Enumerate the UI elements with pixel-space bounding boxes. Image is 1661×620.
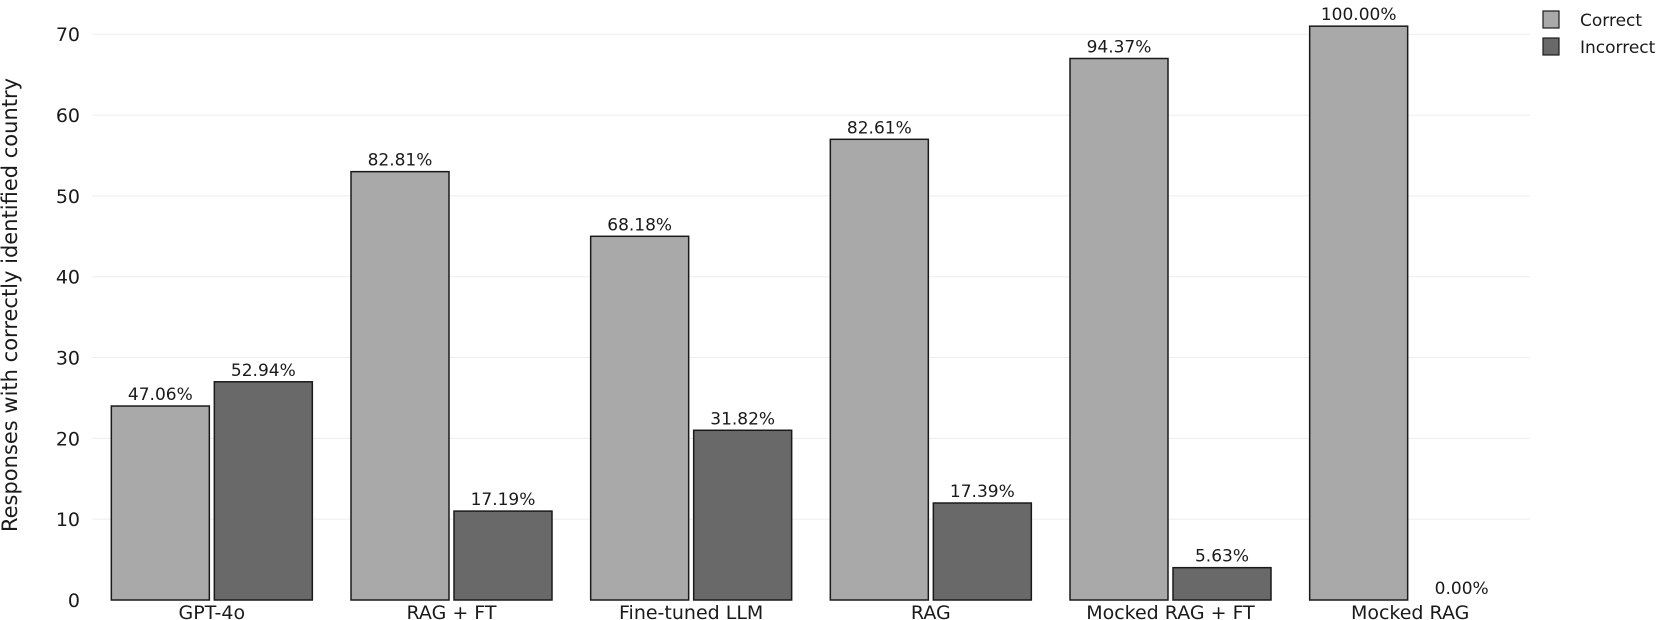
data-label-incorrect-3: 17.39% <box>950 482 1015 502</box>
bar-correct-4 <box>1069 57 1169 601</box>
bar-correct-2 <box>589 235 690 601</box>
x-tick-label-1: RAG + FT <box>406 602 496 620</box>
data-label-incorrect-5: 0.00% <box>1435 579 1489 599</box>
x-tick-label-5: Mocked RAG <box>1351 602 1469 620</box>
y-tick-label-0: 0 <box>68 590 80 612</box>
y-tick-label-70: 70 <box>56 24 80 46</box>
data-label-correct-4: 94.37% <box>1087 37 1152 57</box>
y-tick-label-50: 50 <box>56 186 80 208</box>
bar-incorrect-0 <box>213 381 314 601</box>
grid-layer <box>92 33 1530 520</box>
data-label-correct-5: 100.00% <box>1321 5 1397 25</box>
x-tick-label-4: Mocked RAG + FT <box>1086 602 1255 620</box>
y-tick-label-40: 40 <box>56 267 80 289</box>
data-label-incorrect-0: 52.94% <box>231 361 296 381</box>
y-tick-label-60: 60 <box>56 105 80 127</box>
data-label-incorrect-4: 5.63% <box>1195 547 1249 567</box>
data-label-incorrect-2: 31.82% <box>710 409 775 429</box>
legend[interactable]: Correct Incorrect <box>1542 10 1656 58</box>
bar-incorrect-3 <box>932 502 1033 601</box>
bar-incorrect-1 <box>453 510 553 601</box>
bars-layer <box>110 25 1409 601</box>
data-label-correct-1: 82.81% <box>368 151 433 171</box>
x-tick-label-0: GPT-4o <box>179 602 246 620</box>
y-tick-label-20: 20 <box>56 428 80 450</box>
legend-swatch-correct[interactable] <box>1542 10 1560 29</box>
bar-incorrect-2 <box>692 429 793 601</box>
data-label-correct-0: 47.06% <box>128 385 193 405</box>
y-tick-label-30: 30 <box>56 348 80 370</box>
bar-correct-0 <box>110 405 211 601</box>
data-label-correct-2: 68.18% <box>607 215 672 235</box>
y-axis-title: Responses with correctly identified coun… <box>0 78 22 532</box>
legend-label-incorrect[interactable]: Incorrect <box>1580 38 1656 58</box>
x-tick-label-2: Fine-tuned LLM <box>619 602 763 620</box>
data-label-incorrect-1: 17.19% <box>471 490 536 510</box>
bar-incorrect-4 <box>1172 566 1272 601</box>
data-labels-layer: 47.06% 52.94% 82.81% 17.19% 68.18% 31.82% 82.6… <box>128 5 1489 599</box>
bar-correct-3 <box>829 138 930 601</box>
axis-layer: 0 10 20 30 40 50 60 70 GPT-4o RAG + FT Fine-tuned … <box>56 24 1470 620</box>
data-label-correct-3: 82.61% <box>847 118 912 138</box>
bar-correct-1 <box>350 170 450 601</box>
legend-swatch-incorrect[interactable] <box>1542 37 1560 56</box>
legend-label-correct[interactable]: Correct <box>1580 11 1642 31</box>
y-tick-label-10: 10 <box>56 509 80 531</box>
x-tick-label-3: RAG <box>911 602 951 620</box>
bar-correct-5 <box>1308 25 1409 601</box>
